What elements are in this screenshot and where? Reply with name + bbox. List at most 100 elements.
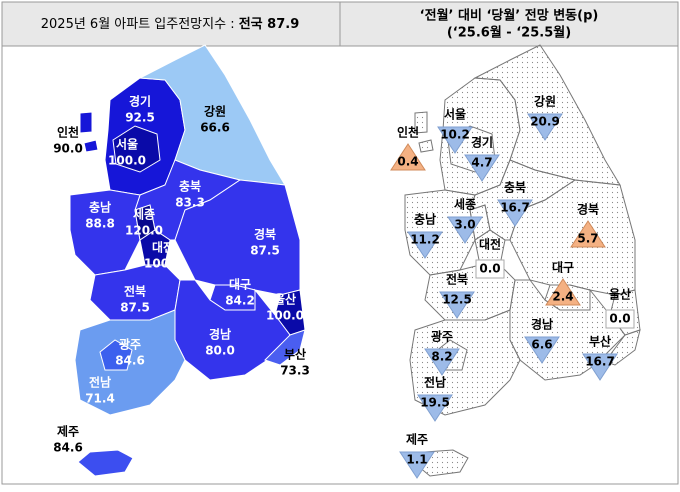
left-map: 경기 92.5 서울 100.0 인천 90.0 강원 66.6 충북 83.3 충남 88.8 세종 1… (53, 44, 310, 477)
down-marker (527, 113, 563, 141)
down-marker (582, 353, 618, 381)
region-name: 세종 (133, 207, 155, 222)
region-name: 경북 (254, 228, 276, 242)
region-value: 1.1 (406, 453, 427, 467)
region-name: 대전 (152, 240, 174, 255)
region-name: 부산 (284, 347, 306, 362)
down-marker (407, 231, 443, 259)
up-marker (545, 278, 581, 306)
region-value: 84.6 (115, 354, 145, 368)
region-name: 전북 (446, 272, 468, 287)
down-marker (417, 394, 453, 422)
region-value: 16.7 (585, 355, 615, 369)
region-name: 대구 (229, 278, 251, 292)
region (174, 279, 291, 381)
region-name: 경기 (129, 94, 151, 109)
region-value: 20.9 (530, 115, 560, 129)
region-name: 서울 (116, 137, 138, 152)
up-marker (390, 143, 426, 171)
region-name: 충북 (179, 179, 201, 194)
region-value: 83.3 (175, 196, 205, 210)
region-value: 84.6 (53, 441, 83, 455)
region-name: 전남 (424, 375, 446, 390)
region (139, 229, 171, 266)
region-name: 울산 (274, 292, 296, 307)
down-marker (524, 336, 560, 364)
region-value: 10.2 (440, 128, 470, 142)
region-name: 서울 (444, 107, 466, 122)
region-name: 경북 (577, 203, 599, 217)
region (77, 449, 134, 477)
region-value: 87.5 (120, 301, 150, 315)
region-value: 12.5 (442, 293, 472, 307)
down-marker (439, 291, 475, 319)
region-name: 광주 (431, 329, 453, 344)
region-name: 충남 (414, 212, 436, 227)
region (79, 111, 99, 153)
region-name: 광주 (119, 337, 141, 352)
region-name: 강원 (534, 95, 556, 109)
region (74, 309, 186, 416)
region-name: 대구 (552, 261, 574, 275)
region-value: 11.2 (410, 233, 440, 247)
down-marker (424, 348, 460, 376)
flat-marker (605, 309, 635, 329)
region (69, 189, 141, 276)
region-name: 세종 (454, 197, 476, 212)
region-name: 제주 (57, 425, 79, 439)
region (414, 111, 434, 153)
region-value: 3.0 (454, 218, 475, 232)
right-title: ‘전월’ 대비 ‘당월’ 전망 변동(p) (420, 8, 599, 24)
region-value: 16.7 (500, 201, 530, 215)
down-marker (447, 216, 483, 244)
region-value: 19.5 (420, 396, 450, 410)
region-name: 전남 (89, 375, 111, 390)
region (264, 329, 306, 366)
region-name: 인천 (397, 125, 419, 140)
region-value: 84.2 (225, 294, 255, 308)
right-map: 경기 4.7 서울 10.2 인천 0.4 강원 20.9 충북 16.7 충남 11.2 세종 3.0 대… (390, 44, 641, 479)
region-name: 인천 (57, 125, 79, 140)
region-value: 87.5 (250, 244, 280, 258)
region-value: 80.0 (205, 344, 235, 358)
region-value: 0.0 (609, 312, 630, 326)
region-name: 부산 (589, 334, 611, 349)
region-name: 경남 (531, 317, 553, 332)
region-name: 충북 (504, 180, 526, 195)
flat-marker (475, 259, 505, 279)
down-marker (399, 451, 435, 479)
left-header (1, 1, 341, 47)
region-name: 울산 (609, 287, 631, 302)
region-value: 100.0 (108, 154, 146, 168)
region (409, 309, 521, 416)
region-value: 0.0 (479, 262, 500, 276)
right-subtitle: (‘25.6월 - ‘25.5월) (447, 25, 571, 41)
right-header (339, 1, 679, 47)
region-value: 66.6 (200, 121, 230, 135)
region-name: 전북 (124, 284, 146, 299)
region-name: 강원 (204, 105, 226, 119)
region-name: 경남 (209, 327, 231, 342)
down-marker (437, 126, 473, 154)
region-name: 대전 (479, 237, 501, 252)
region-value: 120.0 (125, 224, 163, 238)
region (112, 125, 161, 173)
region-name: 경기 (471, 135, 493, 150)
region-value: 0.4 (397, 155, 418, 169)
region-value: 6.6 (531, 338, 552, 352)
down-marker (497, 199, 533, 227)
region-value: 88.8 (85, 217, 115, 231)
region (99, 339, 133, 371)
region-name: 제주 (406, 433, 428, 447)
region-value: 2.4 (552, 290, 573, 304)
region-value: 100.0 (266, 309, 304, 323)
region-value: 90.0 (53, 142, 83, 156)
region-value: 73.3 (280, 364, 310, 378)
up-marker (570, 220, 606, 248)
region-value: 71.4 (85, 392, 115, 406)
region-value: 5.7 (577, 232, 598, 246)
region-value: 8.2 (431, 350, 452, 364)
region-value: 100.0 (144, 257, 182, 271)
